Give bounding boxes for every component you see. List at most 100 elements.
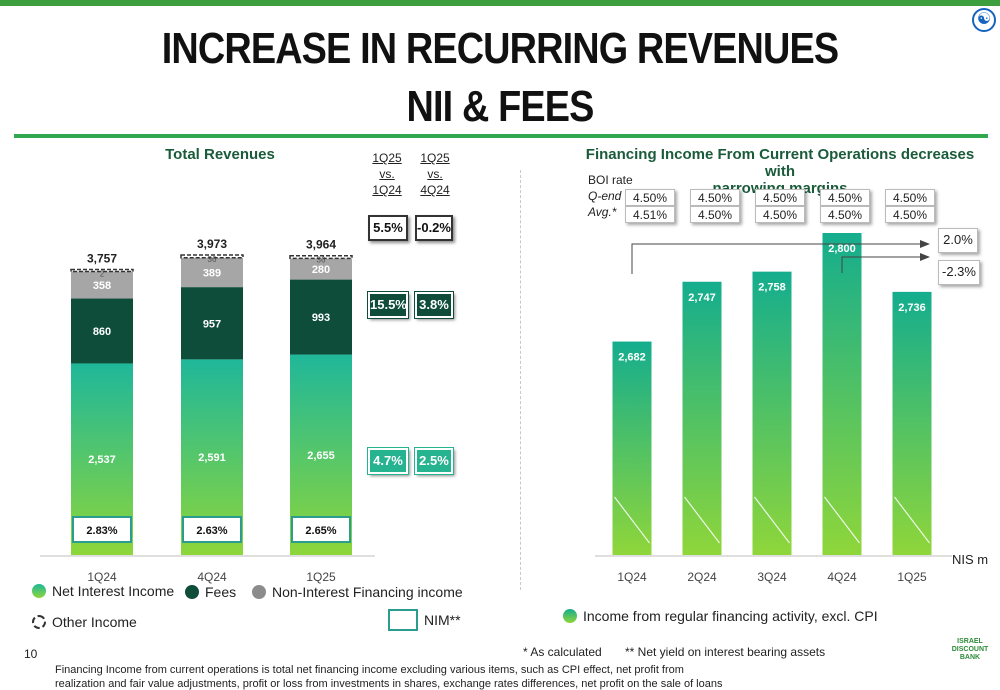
legend-other-label: Other Income xyxy=(52,614,137,630)
bar-financing-income xyxy=(752,271,792,555)
legend-nii-swatch xyxy=(32,584,46,598)
footer-text-line1: Financing Income from current operations… xyxy=(55,664,684,676)
nim-label: 2.83% xyxy=(86,525,117,537)
panel-divider xyxy=(520,170,521,590)
bar-other xyxy=(289,254,353,260)
change-1q25-vs-1q24: 2.0% xyxy=(938,228,978,253)
footnote-nim: ** Net yield on interest bearing assets xyxy=(625,645,826,659)
bar-financing-income xyxy=(822,233,862,555)
x-tick-label: 1Q25 xyxy=(306,570,336,584)
legend-financing-income: Income from regular financing activity, … xyxy=(563,608,878,624)
compare-header-text: vs. xyxy=(379,167,395,181)
total-revenues-chart: 2,537 860 358 2 3,757 2.83% 1Q24 2,591 957 389 36 3… xyxy=(40,237,375,584)
bar-stripe xyxy=(754,496,790,544)
bar-stripe xyxy=(824,496,860,544)
nim-box xyxy=(182,516,242,543)
bar-fees xyxy=(290,279,352,355)
compare-header-4q24: 1Q25 vs. 4Q24 xyxy=(410,150,460,198)
x-tick-label: 1Q24 xyxy=(617,570,647,584)
total-change-vs-1q24: 5.5% xyxy=(368,215,408,241)
bar-other-label: 36 xyxy=(317,256,326,265)
legend-non-interest: Non-Interest Financing income xyxy=(252,584,463,600)
x-tick-label: 1Q24 xyxy=(87,570,117,584)
legend-nim-label: NIM** xyxy=(424,612,461,628)
boi-qend-cell: 4.50% xyxy=(755,189,805,206)
bar-fees xyxy=(181,287,243,360)
bar-non-interest xyxy=(71,271,133,299)
x-tick-label: 4Q24 xyxy=(197,570,227,584)
bar-non-interest xyxy=(290,258,352,280)
x-tick-label: 3Q24 xyxy=(757,570,787,584)
financing-income-chart: 2,682 1Q24 2,747 2Q24 2,758 3Q24 2,800 4Q24 2,73… xyxy=(595,233,952,584)
compare-header-text: vs. xyxy=(427,167,443,181)
boi-qend-cell: 4.50% xyxy=(625,189,675,206)
bar-total-label: 3,964 xyxy=(306,238,336,252)
legend-nim: NIM** xyxy=(388,609,461,631)
nim-label: 2.65% xyxy=(305,525,336,537)
bar-value-label: 2,800 xyxy=(828,243,856,255)
bar-other xyxy=(180,254,244,259)
fees-change-vs-4q24: 3.8% xyxy=(414,291,454,319)
bar-fees-label: 957 xyxy=(203,318,221,330)
compare-header-text: 1Q25 xyxy=(420,151,450,165)
right-panel-title: Financing Income From Current Operations… xyxy=(570,146,990,197)
footnote-calculated: * As calculated xyxy=(523,645,602,659)
page-title-line1: INCREASE IN RECURRING REVENUES xyxy=(161,24,839,73)
boi-avg-cell: 4.50% xyxy=(885,206,935,223)
arrow-short xyxy=(841,256,920,273)
arrow-long xyxy=(631,243,920,274)
compare-header-text: 4Q24 xyxy=(420,183,450,197)
bank-logo: ISRAEL DISCOUNT BANK xyxy=(951,638,989,661)
boi-rate-label: BOI rate xyxy=(588,173,633,187)
boi-avg-label: Avg.* xyxy=(588,205,617,219)
legend-financing-swatch xyxy=(563,609,577,623)
arrow-short-head xyxy=(920,253,930,261)
bar-financing-income xyxy=(892,291,932,555)
legend-other-swatch xyxy=(32,615,46,629)
legend-other: Other Income xyxy=(32,614,137,630)
bar-total-label: 3,973 xyxy=(197,237,227,251)
bar-value-label: 2,747 xyxy=(688,292,716,304)
page-title-line2: NII & FEES xyxy=(406,82,595,131)
bar-value-label: 2,682 xyxy=(618,352,646,364)
bar-non-interest-label: 389 xyxy=(203,267,221,279)
bar-total-label: 3,757 xyxy=(87,251,117,265)
boi-avg-cell: 4.50% xyxy=(820,206,870,223)
total-change-vs-4q24: -0.2% xyxy=(415,215,453,241)
nim-label: 2.63% xyxy=(196,525,227,537)
x-tick-label: 1Q25 xyxy=(897,570,927,584)
compare-header-text: 1Q24 xyxy=(372,183,402,197)
arrow-long-head xyxy=(920,240,930,248)
boi-avg-cell: 4.51% xyxy=(625,206,675,223)
legend-fees-swatch xyxy=(185,585,199,599)
nim-box xyxy=(291,516,351,543)
top-accent-bar xyxy=(0,0,1000,6)
bar-value-label: 2,758 xyxy=(758,282,786,294)
bar-non-interest xyxy=(181,257,243,288)
boi-avg-cell: 4.50% xyxy=(690,206,740,223)
boi-qend-cell: 4.50% xyxy=(885,189,935,206)
change-1q25-vs-4q24: -2.3% xyxy=(938,260,980,285)
unit-label: NIS m xyxy=(952,552,989,567)
compare-header-1q24: 1Q25 vs. 1Q24 xyxy=(362,150,412,198)
bar-fees-label: 860 xyxy=(93,326,111,338)
bar-fees-label: 993 xyxy=(312,312,330,324)
legend-financing-label: Income from regular financing activity, … xyxy=(583,608,878,624)
bar-other xyxy=(70,268,134,273)
title-separator xyxy=(14,134,988,138)
boi-avg-cell: 4.50% xyxy=(755,206,805,223)
legend-nim-swatch xyxy=(388,609,418,631)
bar-financing-income xyxy=(682,281,722,555)
page-number: 10 xyxy=(24,647,38,661)
bar-non-interest-label: 280 xyxy=(312,264,330,276)
bar-other-label: 36 xyxy=(208,255,217,264)
bar-fees xyxy=(71,298,133,364)
accessibility-icon[interactable]: ☯ xyxy=(972,8,996,32)
footer-text-line2: realization and fair value adjustments, … xyxy=(55,678,723,690)
bar-stripe xyxy=(894,496,930,544)
bar-nii-label: 2,537 xyxy=(88,454,116,466)
legend-nii: Net Interest Income xyxy=(32,583,174,599)
bar-stripe xyxy=(614,496,650,544)
fees-change-vs-1q24: 15.5% xyxy=(367,291,409,319)
nii-change-vs-1q24: 4.7% xyxy=(367,447,409,475)
